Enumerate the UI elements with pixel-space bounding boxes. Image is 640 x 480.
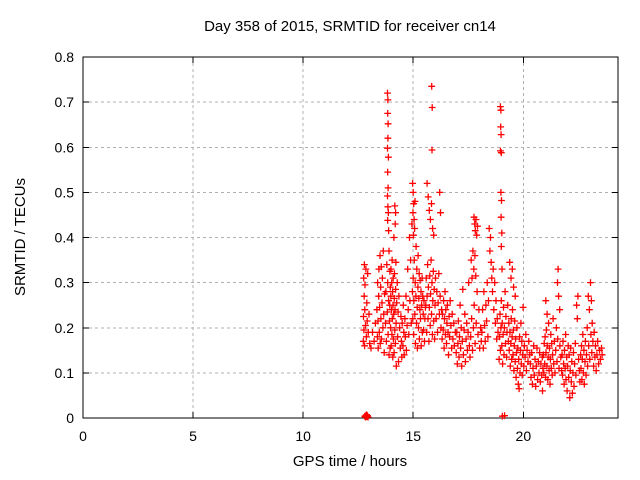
x-tick-label: 0 <box>79 428 87 444</box>
x-tick-label: 20 <box>516 428 532 444</box>
tick-labels: 0 5 10 15 20 0 0.1 0.2 0.3 0.4 0.5 0.6 0.7 0.8 <box>55 49 532 444</box>
y-tick-label: 0.5 <box>55 184 75 200</box>
y-tick-label: 0.6 <box>55 139 75 155</box>
x-axis-label: GPS time / hours <box>293 453 407 470</box>
y-tick-label: 0.7 <box>55 94 75 110</box>
x-tick-label: 10 <box>295 428 311 444</box>
y-tick-label: 0.2 <box>55 320 75 336</box>
y-tick-label: 0.8 <box>55 49 75 65</box>
y-tick-label: 0.3 <box>55 275 75 291</box>
x-tick-label: 5 <box>189 428 197 444</box>
x-tick-label: 15 <box>405 428 421 444</box>
y-tick-label: 0 <box>66 410 74 426</box>
chart-title: Day 358 of 2015, SRMTID for receiver cn1… <box>204 18 496 35</box>
y-axis-label: SRMTID / TECUs <box>12 178 29 296</box>
y-tick-label: 0.1 <box>55 365 75 381</box>
grid-lines <box>83 57 618 418</box>
data-points <box>359 82 606 421</box>
plot-frame <box>82 56 619 419</box>
y-tick-label: 0.4 <box>55 230 75 246</box>
